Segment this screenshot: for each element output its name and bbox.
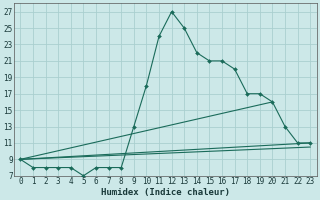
X-axis label: Humidex (Indice chaleur): Humidex (Indice chaleur) [101,188,230,197]
